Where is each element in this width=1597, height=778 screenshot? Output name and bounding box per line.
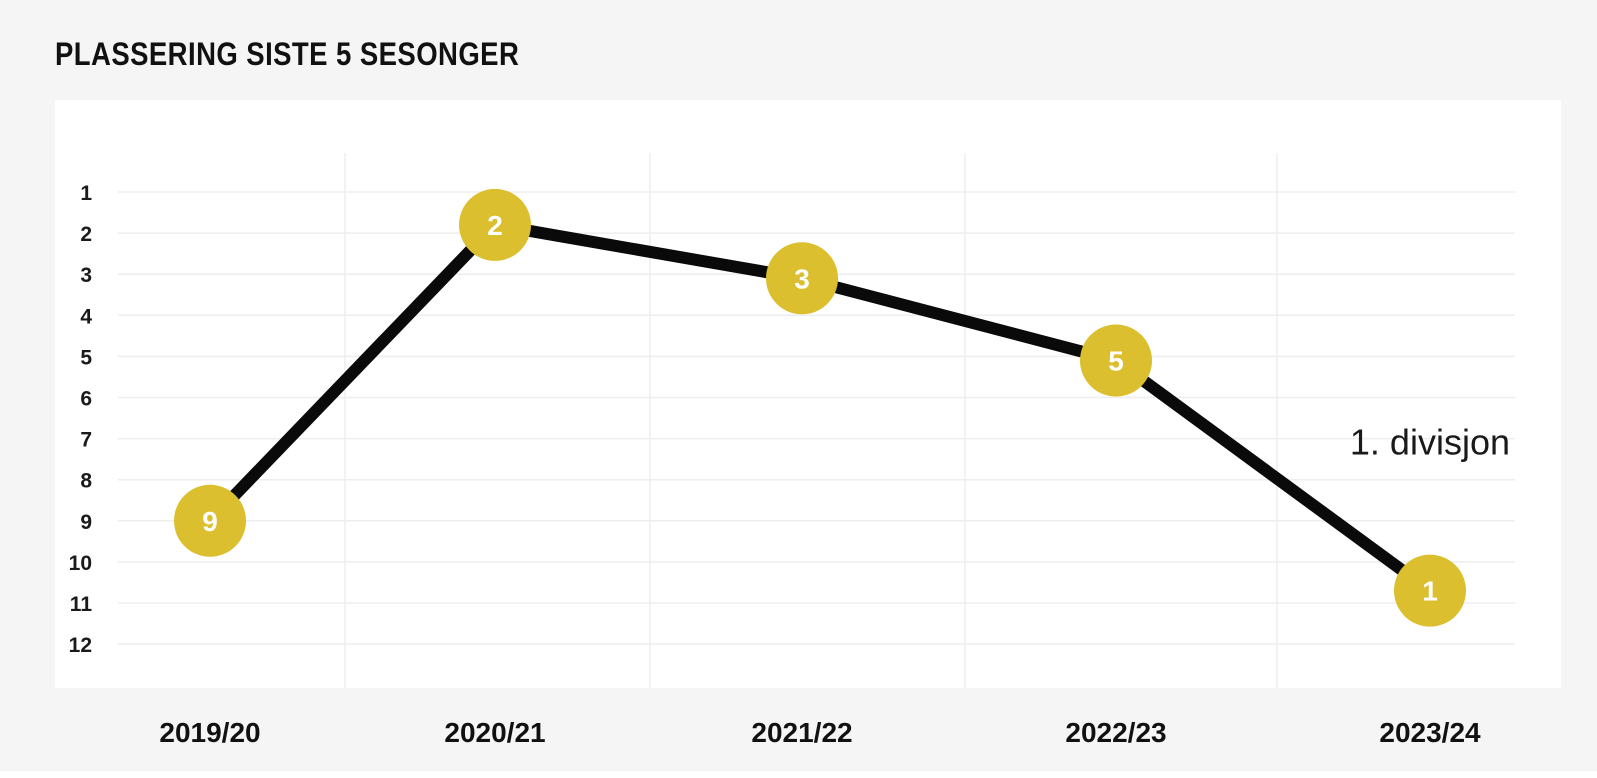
data-point-label: 1 [1422,576,1438,607]
plot-area [55,100,1561,688]
y-tick-label: 5 [80,346,92,369]
data-point-marker [174,484,246,557]
chart-title: PLASSERING SISTE 5 SESONGER [55,36,520,72]
y-tick-label: 1 [80,182,92,205]
y-tick-label: 6 [80,388,92,411]
y-tick-label: 12 [69,634,92,657]
y-tick-label: 2 [80,223,92,246]
data-point-marker [459,188,531,261]
x-tick-label: 2021/22 [751,717,852,748]
x-axis: 2019/20 2020/21 2021/22 2022/23 2023/24 [159,717,1481,748]
x-tick-label: 2020/21 [444,717,545,748]
data-point-label: 9 [202,506,218,537]
data-point-label: 3 [794,263,810,294]
data-point-marker [1080,324,1152,397]
x-tick-label: 2023/24 [1379,717,1481,748]
data-point-marker [766,242,838,315]
x-tick-label: 2019/20 [159,717,260,748]
annotations: 1. divisjon [1350,422,1510,463]
y-tick-label: 9 [80,511,92,534]
data-point-label: 2 [487,210,503,241]
y-tick-label: 4 [80,305,92,328]
y-tick-label: 11 [70,593,93,616]
data-point-marker [1394,554,1466,627]
y-tick-label: 7 [80,429,92,452]
x-tick-label: 2022/23 [1065,717,1166,748]
y-tick-label: 10 [69,552,92,575]
y-tick-label: 3 [80,264,92,287]
annotation-label: 1. divisjon [1350,422,1510,463]
y-tick-label: 8 [80,470,92,493]
data-point-label: 5 [1108,346,1124,377]
series-line: 9 2 3 5 1 [174,188,1466,627]
